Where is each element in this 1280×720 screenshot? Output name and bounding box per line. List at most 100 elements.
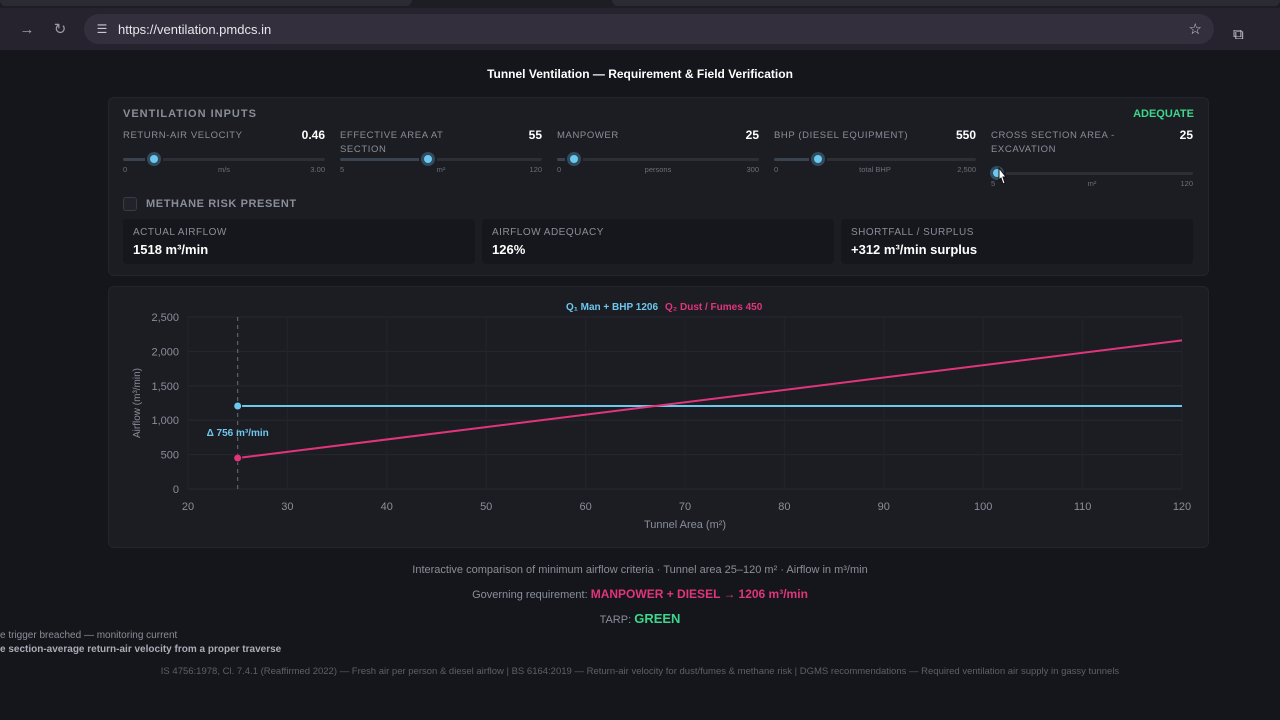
- kpi-label: ACTUAL AIRFLOW: [133, 227, 227, 238]
- kpi-shortfall-surplus: SHORTFALL / SURPLUS +312 m³/min surplus: [841, 219, 1193, 264]
- x-axis-label: Tunnel Area (m²): [644, 519, 726, 531]
- slider-track[interactable]: [123, 158, 325, 161]
- slider-max: 2,500: [957, 165, 976, 174]
- slider-fill: [340, 158, 428, 161]
- slider-value: 0.46: [301, 128, 325, 142]
- browser-toolbar: → ↻ ☰ https://ventilation.pmdcs.in ☆ ⧉: [0, 8, 1280, 50]
- slider-label: CROSS SECTION AREA - EXCAVATION: [991, 130, 1115, 155]
- slider-fill: [123, 158, 154, 161]
- y-tick-label: 2,000: [151, 346, 179, 358]
- slider-fill: [557, 158, 574, 161]
- methane-risk-checkbox[interactable]: [123, 197, 137, 211]
- slider-value: 25: [1179, 128, 1193, 142]
- slider-label: EFFECTIVE AREA AT SECTION: [340, 130, 444, 155]
- slider-unit: persons: [644, 165, 672, 174]
- legend-entry-1: Q₁ Man + BHP 1206: [566, 302, 658, 313]
- x-tick-label: 50: [480, 501, 492, 513]
- slider-label: RETURN-AIR VELOCITY: [123, 130, 243, 141]
- governing-prefix: Governing requirement:: [472, 589, 588, 601]
- legend-entry-2: Q₂ Dust / Fumes 450: [665, 302, 763, 313]
- methane-risk-label: METHANE RISK PRESENT: [146, 198, 297, 210]
- section-label: VENTILATION INPUTS: [123, 108, 257, 120]
- slider-min: 0: [774, 165, 779, 174]
- browser-tab[interactable]: [0, 0, 412, 6]
- series-point-1: [233, 401, 243, 411]
- airflow-chart-panel: 0 500 1,000 1,500 2,000 2,500 20 30 40 50 60 70 80 90…: [108, 286, 1209, 548]
- slider-track[interactable]: [557, 158, 759, 161]
- kpi-value: +312 m³/min surplus: [851, 242, 978, 257]
- slider-unit: m²: [1087, 179, 1097, 188]
- governing-value: MANPOWER + DIESEL: [590, 587, 721, 601]
- governing-requirement: Governing requirement: MANPOWER + DIESEL…: [0, 587, 1280, 601]
- kpi-airflow-adequacy: AIRFLOW ADEQUACY 126%: [482, 219, 834, 264]
- slider-thumb[interactable]: [566, 152, 581, 166]
- kpi-value: 1518 m³/min: [133, 242, 209, 257]
- slider-thumb[interactable]: [811, 152, 826, 166]
- slider-track[interactable]: [774, 158, 976, 161]
- kpi-label: SHORTFALL / SURPLUS: [851, 227, 974, 238]
- x-tick-label: 60: [579, 501, 591, 513]
- series-point-2: [233, 453, 243, 463]
- slider-max: 300: [746, 165, 759, 174]
- slider-max: 120: [529, 165, 542, 174]
- y-tick-label: 0: [173, 484, 179, 496]
- y-tick-label: 1,000: [151, 415, 179, 427]
- slider-value: 55: [528, 128, 542, 142]
- tarp-status: TARP: GREEN: [0, 611, 1280, 626]
- slider-thumb[interactable]: [146, 152, 161, 166]
- x-tick-label: 120: [1173, 501, 1191, 513]
- forward-icon[interactable]: →: [19, 20, 35, 38]
- slider-unit: total BHP: [859, 165, 891, 174]
- x-tick-label: 100: [974, 501, 992, 513]
- series-line-2: [237, 339, 1183, 460]
- slider-min: 5: [991, 179, 996, 188]
- slider-min: 5: [340, 165, 345, 174]
- slider-min: 0: [557, 165, 562, 174]
- x-tick-label: 30: [281, 501, 293, 513]
- y-tick-label: 1,500: [151, 381, 179, 393]
- x-tick-label: 20: [182, 501, 194, 513]
- slider-track[interactable]: [991, 172, 1193, 175]
- trigger-note: e trigger breached — monitoring current: [0, 630, 178, 641]
- url-text[interactable]: https://ventilation.pmdcs.in: [118, 21, 272, 37]
- y-tick-label: 500: [161, 450, 179, 462]
- slider-value: 25: [745, 128, 759, 142]
- slider-thumb[interactable]: [420, 152, 435, 166]
- tab-strip: [0, 0, 1280, 8]
- slider-fill: [774, 158, 819, 161]
- slider-max: 3.00: [310, 165, 325, 174]
- governing-flow: 1206 m³/min: [738, 587, 808, 601]
- slider-label: MANPOWER: [557, 130, 619, 141]
- address-bar[interactable]: ☰ https://ventilation.pmdcs.in ☆: [84, 14, 1214, 44]
- site-settings-icon[interactable]: ☰: [96, 22, 108, 36]
- slider-track[interactable]: [340, 158, 542, 161]
- delta-annotation: Δ 756 m³/min: [207, 428, 269, 439]
- tarp-value: GREEN: [634, 611, 681, 626]
- slider-max: 120: [1180, 179, 1193, 188]
- velocity-note: e section-average return-air velocity fr…: [0, 644, 282, 655]
- bookmark-star-icon[interactable]: ☆: [1188, 21, 1202, 38]
- slider-unit: m/s: [217, 165, 231, 174]
- slider-value: 550: [955, 128, 976, 142]
- kpi-value: 126%: [492, 242, 526, 257]
- browser-tab[interactable]: [612, 0, 1280, 6]
- slider-min: 0: [123, 165, 128, 174]
- y-tick-label: 2,500: [151, 312, 179, 324]
- governing-arrow: →: [723, 587, 736, 601]
- extensions-icon[interactable]: ⧉: [1233, 26, 1244, 43]
- methane-risk-row[interactable]: METHANE RISK PRESENT: [123, 197, 297, 211]
- reload-icon[interactable]: ↻: [53, 21, 67, 38]
- x-tick-label: 80: [778, 501, 790, 513]
- kpi-label: AIRFLOW ADEQUACY: [492, 227, 604, 238]
- airflow-chart[interactable]: 0 500 1,000 1,500 2,000 2,500 20 30 40 50 60 70 80 90…: [109, 287, 1210, 549]
- slider-label: BHP (DIESEL EQUIPMENT): [774, 130, 909, 141]
- chart-caption: Interactive comparison of minimum airflo…: [412, 564, 868, 576]
- x-tick-label: 40: [381, 501, 393, 513]
- ventilation-inputs-panel: VENTILATION INPUTS ADEQUATE RETURN-AIR V…: [108, 97, 1209, 276]
- tarp-prefix: TARP:: [599, 614, 632, 626]
- page-title: Tunnel Ventilation — Requirement & Field…: [487, 67, 793, 81]
- standards-references: IS 4756:1978, Cl. 7.4.1 (Reaffirmed 2022…: [160, 666, 1120, 677]
- x-tick-label: 70: [679, 501, 691, 513]
- kpi-actual-airflow: ACTUAL AIRFLOW 1518 m³/min: [123, 219, 475, 264]
- x-tick-label: 110: [1074, 501, 1092, 513]
